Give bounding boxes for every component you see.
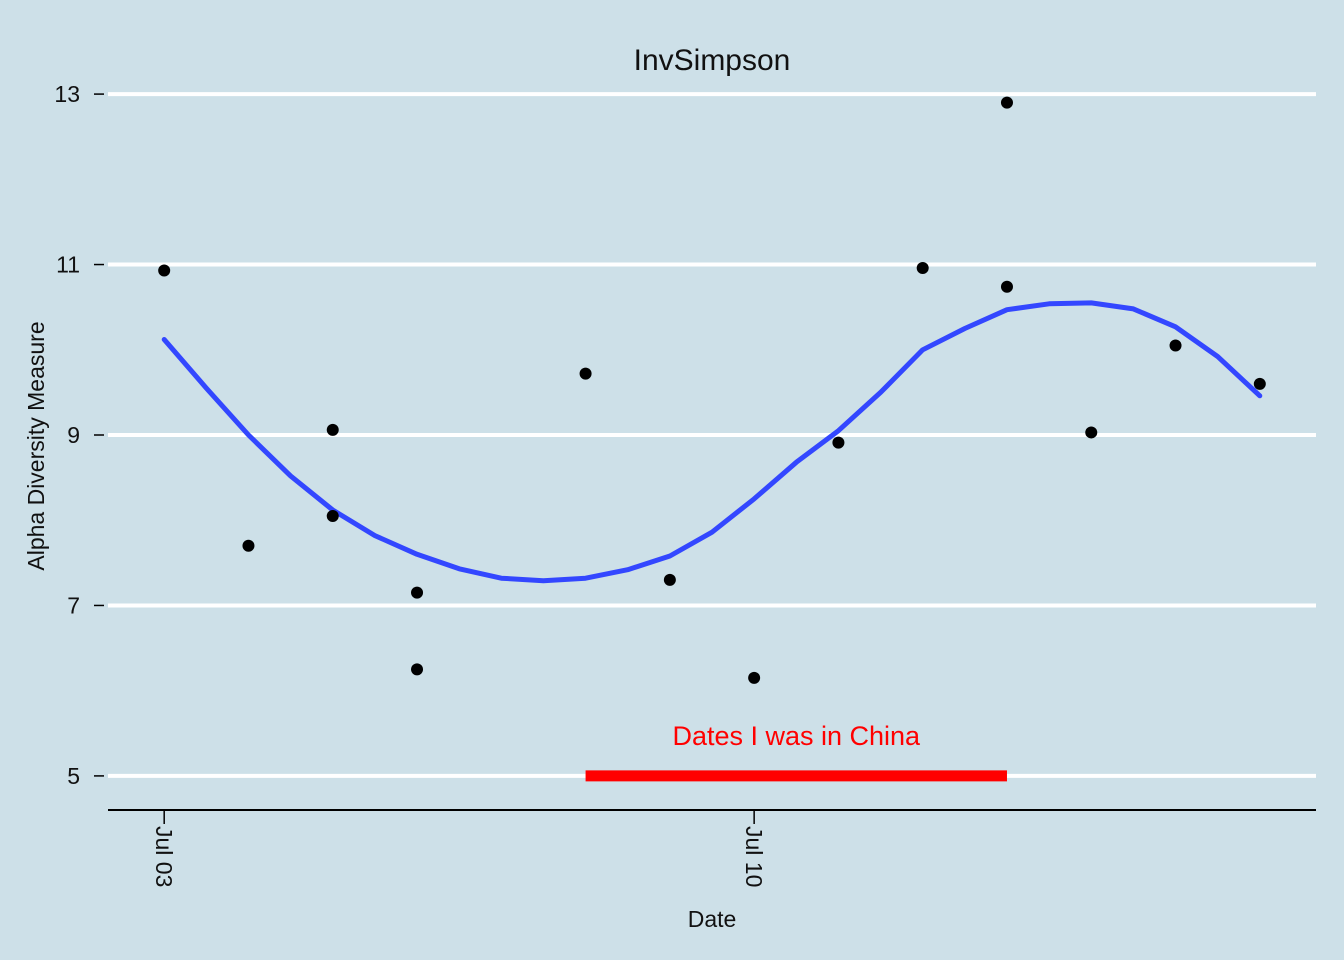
data-point: [748, 671, 761, 684]
data-point: [1253, 377, 1266, 390]
data-point: [411, 586, 424, 599]
data-points: [158, 96, 1266, 684]
annotation-label: Dates I was in China: [672, 721, 921, 751]
data-point: [242, 539, 255, 552]
data-point: [579, 367, 592, 380]
axes: 5 7 9 11 13 Jul 03 Jul 10: [54, 81, 1316, 887]
data-point: [663, 573, 676, 586]
smooth-line: [161, 300, 1263, 584]
data-point: [158, 264, 171, 277]
y-tick-label: 13: [54, 81, 80, 107]
data-point: [326, 509, 339, 522]
grid-lines: [108, 92, 1316, 778]
data-point: [1085, 426, 1098, 439]
data-point: [1169, 339, 1182, 352]
data-point: [326, 423, 339, 436]
annotation-group: Dates I was in China: [585, 721, 1007, 782]
y-tick-label: 9: [67, 422, 80, 448]
data-point: [1000, 96, 1013, 109]
smooth-line-group: [161, 300, 1263, 584]
y-tick-label: 5: [67, 763, 80, 789]
data-point: [411, 663, 424, 676]
x-tick-label: Jul 03: [151, 826, 177, 887]
x-axis-title: Date: [688, 906, 737, 932]
data-point: [1000, 280, 1013, 293]
data-point: [832, 436, 845, 449]
x-tick-label: Jul 10: [741, 826, 767, 887]
y-tick-label: 7: [67, 592, 80, 618]
y-axis-title: Alpha Diversity Measure: [23, 321, 49, 570]
chart-title: InvSimpson: [634, 44, 791, 77]
y-tick-label: 11: [56, 252, 80, 278]
data-point: [916, 261, 929, 274]
